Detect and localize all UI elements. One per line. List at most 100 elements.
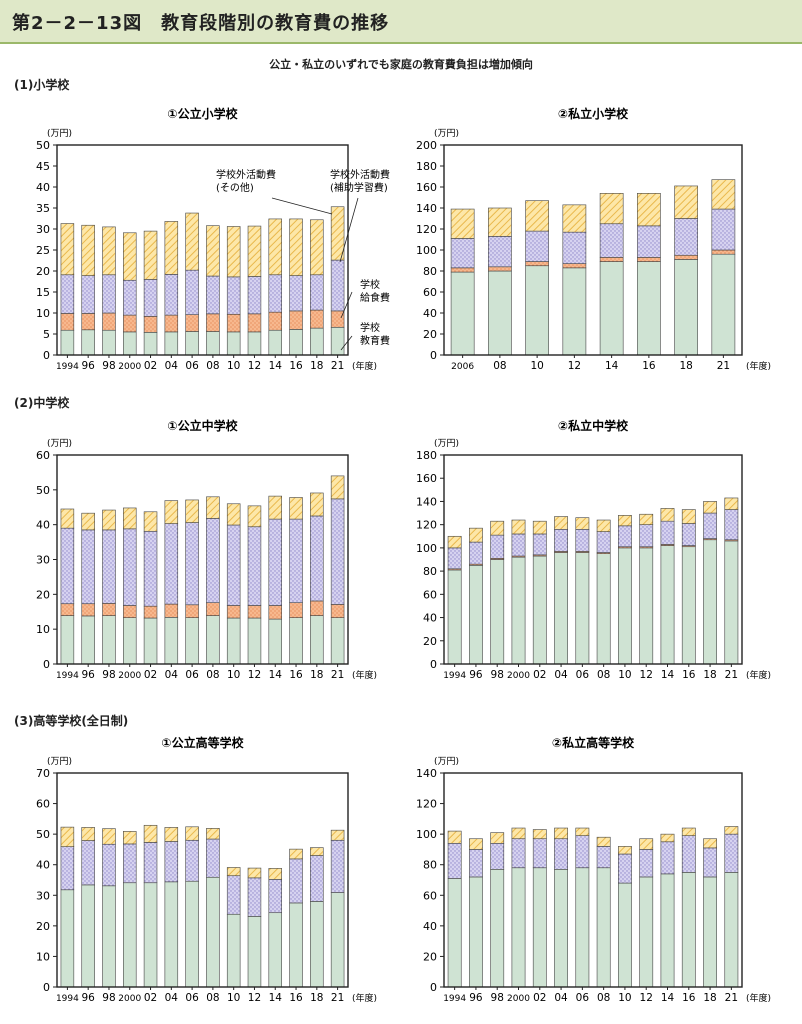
x-tick-label: 98 — [491, 992, 504, 1004]
annotation-label: 学校 — [360, 321, 380, 334]
bar-segment-tutoring — [469, 849, 483, 878]
year-label: (年度) — [746, 992, 771, 1004]
bar-segment-other — [247, 867, 262, 879]
y-tick-label: 60 — [423, 889, 437, 902]
bar-segment-other — [447, 830, 462, 844]
bar-segment-tutoring — [289, 518, 303, 603]
y-tick-label: 120 — [416, 519, 437, 532]
bar-segment-other — [310, 847, 324, 856]
bar-segment-tutoring — [618, 525, 632, 548]
x-tick-label: 10 — [530, 360, 543, 372]
annotation-leader — [340, 291, 353, 319]
bar-segment-other — [599, 193, 624, 225]
x-tick-label: 21 — [331, 669, 344, 681]
bar-segment-school_education — [60, 329, 75, 356]
bar-segment-tutoring — [81, 840, 95, 886]
x-tick-label: 98 — [102, 360, 115, 372]
y-tick-label: 0 — [430, 981, 437, 994]
x-tick-label: 16 — [682, 992, 696, 1004]
bar-segment-other — [637, 193, 661, 227]
bar-segment-other — [268, 218, 282, 276]
y-tick-label: 50 — [36, 139, 50, 152]
bar-segment-tutoring — [185, 839, 199, 882]
bar-segment-school_education — [247, 916, 262, 988]
bar-segment-other — [60, 508, 75, 529]
bar-segment-other — [488, 207, 512, 237]
bar-segment-school_education — [185, 331, 199, 356]
y-tick-label: 10 — [36, 950, 50, 963]
x-tick-label: 12 — [248, 669, 261, 681]
chart-public-elementary: ①公立小学校 (万円) 0 5 10 15 20 25 30 35 40 45 50 1994 96 98 20… — [36, 106, 377, 372]
x-tick-label: 2006 — [451, 362, 474, 372]
bar-segment-other — [554, 827, 568, 840]
annotation-label: 学校 — [360, 278, 380, 291]
bar-segment-other — [206, 828, 220, 840]
bar-segment-school_education — [247, 617, 262, 665]
bar-segment-tutoring — [639, 849, 654, 878]
x-tick-label: 08 — [597, 992, 610, 1004]
y-tick-label: 60 — [36, 449, 50, 462]
bar-segment-other — [660, 508, 675, 522]
x-tick-label: 2000 — [118, 362, 141, 372]
x-tick-label: 21 — [725, 992, 738, 1004]
bar-segment-other — [618, 846, 632, 855]
annotation-leader — [271, 197, 333, 215]
x-tick-label: 16 — [289, 669, 303, 681]
x-tick-label: 16 — [682, 669, 696, 681]
bar-segment-tutoring — [185, 269, 199, 315]
unit-label: (万円) — [47, 438, 72, 449]
x-tick-label: 14 — [661, 669, 675, 681]
bar-segment-lunch — [102, 603, 116, 616]
bar-segment-other — [639, 838, 654, 850]
annotation-label: 給食費 — [360, 291, 390, 304]
bar-segment-lunch — [143, 316, 158, 333]
unit-label: (万円) — [434, 438, 459, 449]
bar-segment-school_education — [268, 329, 282, 356]
bar-segment-tutoring — [289, 858, 303, 904]
year-label: (年度) — [352, 992, 377, 1004]
bar-segment-school_education — [226, 617, 241, 665]
x-tick-label: 96 — [469, 992, 483, 1004]
bar-segment-school_education — [660, 545, 675, 665]
figure-subtitle: 公立・私立のいずれでも家庭の教育費負担は増加傾向 — [269, 58, 533, 71]
x-tick-label: 12 — [248, 992, 261, 1004]
bar-segment-tutoring — [310, 274, 324, 311]
bar-segment-school_education — [164, 331, 179, 356]
bar-segment-lunch — [185, 314, 199, 332]
section-label-junior-high: (2)中学校 — [14, 396, 70, 410]
bar-segment-tutoring — [247, 276, 262, 315]
x-tick-label: 06 — [185, 992, 199, 1004]
bar-segment-other — [289, 848, 303, 860]
y-tick-label: 20 — [36, 920, 50, 933]
bar-segment-lunch — [674, 254, 698, 260]
x-tick-label: 10 — [227, 669, 240, 681]
bar-segment-tutoring — [102, 274, 116, 314]
bar-segment-other — [575, 517, 590, 530]
y-tick-label: 140 — [416, 495, 437, 508]
bar-segment-school_education — [488, 270, 512, 356]
bar-segment-other — [226, 226, 241, 278]
x-tick-label: 96 — [81, 992, 95, 1004]
bar-segment-other — [511, 519, 526, 535]
bar-segment-school_education — [575, 552, 590, 665]
bar-segment-school_education — [490, 868, 505, 988]
bar-segment-school_education — [511, 867, 526, 988]
bar-segment-lunch — [268, 605, 282, 620]
bar-segment-other — [674, 185, 698, 219]
y-tick-label: 20 — [36, 265, 50, 278]
bar-segment-other — [268, 495, 282, 520]
year-label: (年度) — [746, 669, 771, 681]
bar-segment-other — [185, 212, 199, 271]
bar-segment-other — [711, 179, 736, 210]
bar-segment-other — [469, 527, 483, 543]
bar-segment-other — [185, 826, 199, 841]
y-tick-label: 70 — [36, 767, 50, 780]
bar-segment-school_education — [703, 876, 717, 988]
bar-segment-other — [226, 867, 241, 877]
x-tick-label: 18 — [679, 360, 692, 372]
x-tick-label: 18 — [310, 669, 323, 681]
bar-segment-school_education — [711, 253, 736, 356]
bar-segment-other — [447, 535, 462, 549]
bar-segment-tutoring — [575, 529, 590, 552]
